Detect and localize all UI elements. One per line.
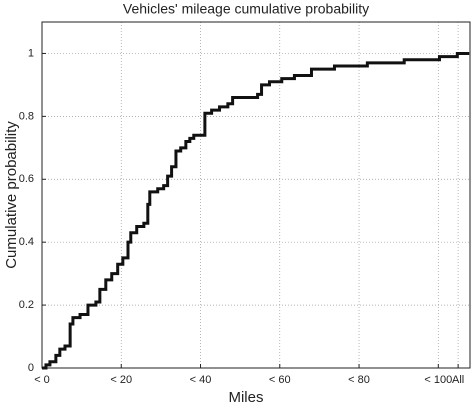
x-tick-label: < 60 [269, 374, 291, 386]
y-tick-label: 0.6 [19, 173, 34, 185]
cdf-line [42, 51, 470, 370]
x-tick-label: < 40 [190, 374, 212, 386]
x-tick-label: < 20 [110, 374, 132, 386]
x-axis-label: Miles [228, 389, 263, 406]
plot-frame [41, 21, 471, 369]
x-tick-label: < 0 [34, 374, 50, 386]
x-tick-label: < 100 [424, 374, 452, 386]
chart-title: Vehicles' mileage cumulative probability [123, 1, 369, 17]
y-tick-label: 0.8 [19, 110, 34, 122]
x-tick-label: < 80 [348, 374, 370, 386]
y-tick-label: 0 [28, 362, 34, 374]
y-tick-label: 0.2 [19, 299, 34, 311]
y-tick-label: 1 [28, 47, 34, 59]
x-tick-label: All [452, 374, 464, 386]
y-tick-label: 0.4 [19, 236, 34, 248]
y-axis-label: Cumulative probability [3, 121, 20, 269]
